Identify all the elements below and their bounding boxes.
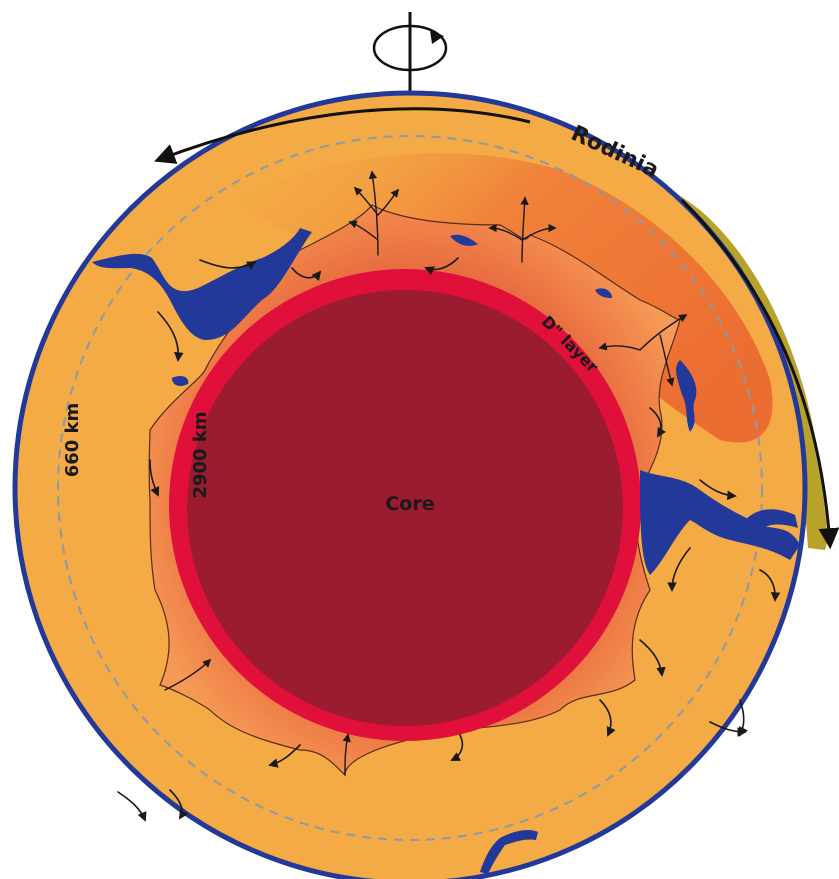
transition-zone-label: 660 km (62, 403, 83, 478)
core-label: Core (385, 493, 434, 515)
core-mantle-boundary-label: 2900 km (190, 411, 211, 498)
mantle-plumes (164, 170, 688, 776)
core (187, 290, 623, 726)
rotation-axis-icon (372, 12, 448, 92)
convection-flow-arrows (117, 257, 781, 822)
rodinia-motion-arrow-right (680, 198, 839, 550)
subducting-slabs (92, 228, 800, 874)
rodinia-motion-arrow-left (154, 107, 531, 164)
transition-zone-boundary (57, 135, 763, 841)
